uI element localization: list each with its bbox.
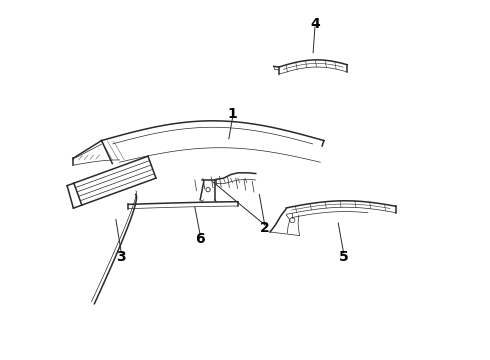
- Text: 6: 6: [196, 232, 205, 246]
- Text: 1: 1: [227, 107, 237, 121]
- Text: 2: 2: [260, 221, 270, 235]
- Text: 3: 3: [117, 250, 126, 264]
- Text: 4: 4: [310, 17, 320, 31]
- Text: 5: 5: [339, 250, 348, 264]
